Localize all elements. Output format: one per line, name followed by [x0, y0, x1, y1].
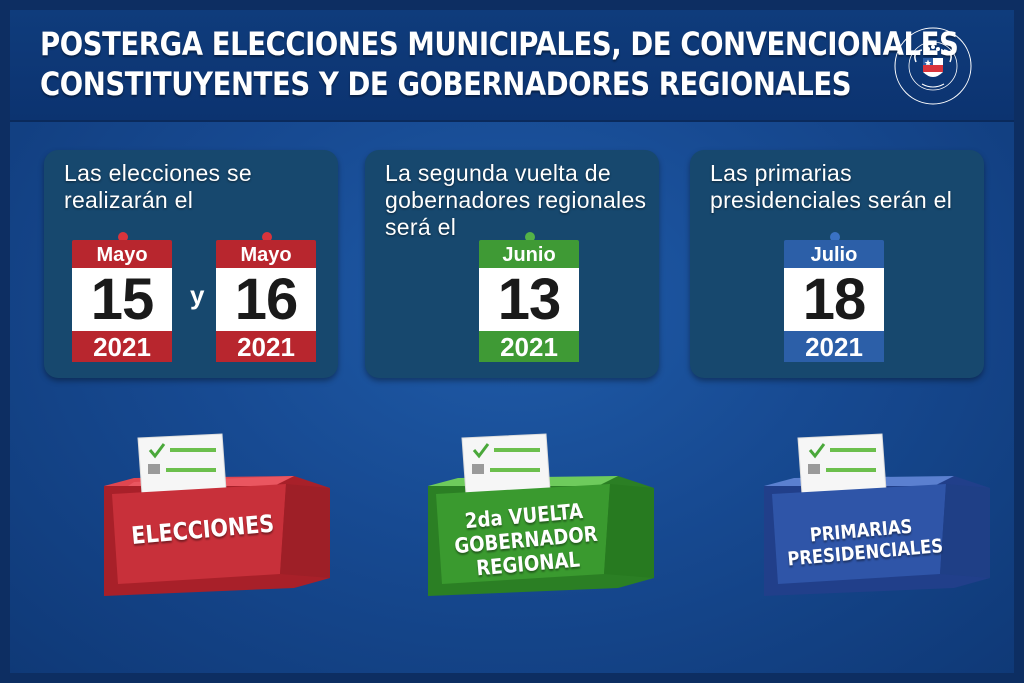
calendar-may-15: Mayo 15 2021 — [72, 232, 172, 362]
title-line-2: CONSTITUYENTES Y DE GOBERNADORES REGIONA… — [40, 65, 852, 103]
ballot-box-icon — [764, 433, 990, 596]
calendar-may-16: Mayo 16 2021 — [216, 232, 316, 362]
ballot-box-elecciones: ELECCIONES — [98, 428, 338, 613]
header-bar: POSTERGA ELECCIONES MUNICIPALES, DE CONV… — [10, 10, 1014, 122]
card-elecciones-dates: Las elecciones se realizarán el Mayo 15 … — [44, 150, 338, 378]
card-primarias-date: Las primarias presidenciales serán el Ju… — [690, 150, 984, 378]
calendar-month: Julio — [784, 240, 884, 268]
ballot-box-label: 2da VUELTA GOBERNADOR REGIONAL — [453, 498, 599, 581]
chamber-seal-logo — [894, 27, 972, 105]
calendar-july-18: Julio 18 2021 — [784, 232, 884, 362]
calendar-june-13: Junio 13 2021 — [479, 232, 579, 362]
ballot-box-icon — [428, 433, 654, 596]
ballot-box-icon — [104, 433, 330, 596]
calendar-year: 2021 — [784, 331, 884, 362]
calendar-year: 2021 — [216, 331, 316, 362]
calendar-month: Junio — [479, 240, 579, 268]
pin-icon — [118, 232, 128, 242]
calendar-day: 18 — [784, 268, 884, 332]
calendar-year: 2021 — [479, 331, 579, 362]
page-title: POSTERGA ELECCIONES MUNICIPALES, DE CONV… — [40, 24, 959, 104]
pin-icon — [525, 232, 535, 242]
title-line-1: POSTERGA ELECCIONES MUNICIPALES, DE CONV… — [40, 25, 959, 63]
card-text: Las elecciones se realizarán el — [64, 160, 252, 213]
card-text: La segunda vuelta de gobernadores region… — [385, 160, 647, 240]
calendar-month: Mayo — [72, 240, 172, 268]
ballot-box-segunda-vuelta: 2da VUELTA GOBERNADOR REGIONAL — [422, 428, 662, 613]
card-segunda-vuelta-date: La segunda vuelta de gobernadores region… — [365, 150, 659, 378]
card-text: Las primarias presidenciales serán el — [710, 160, 953, 213]
calendar-day: 13 — [479, 268, 579, 332]
calendar-day: 15 — [72, 268, 172, 332]
pin-icon — [262, 232, 272, 242]
date-separator: y — [190, 280, 205, 310]
calendar-month: Mayo — [216, 240, 316, 268]
ballot-box-primarias: PRIMARIAS PRESIDENCIALES — [758, 428, 998, 613]
calendar-year: 2021 — [72, 331, 172, 362]
pin-icon — [830, 232, 840, 242]
calendar-day: 16 — [216, 268, 316, 332]
